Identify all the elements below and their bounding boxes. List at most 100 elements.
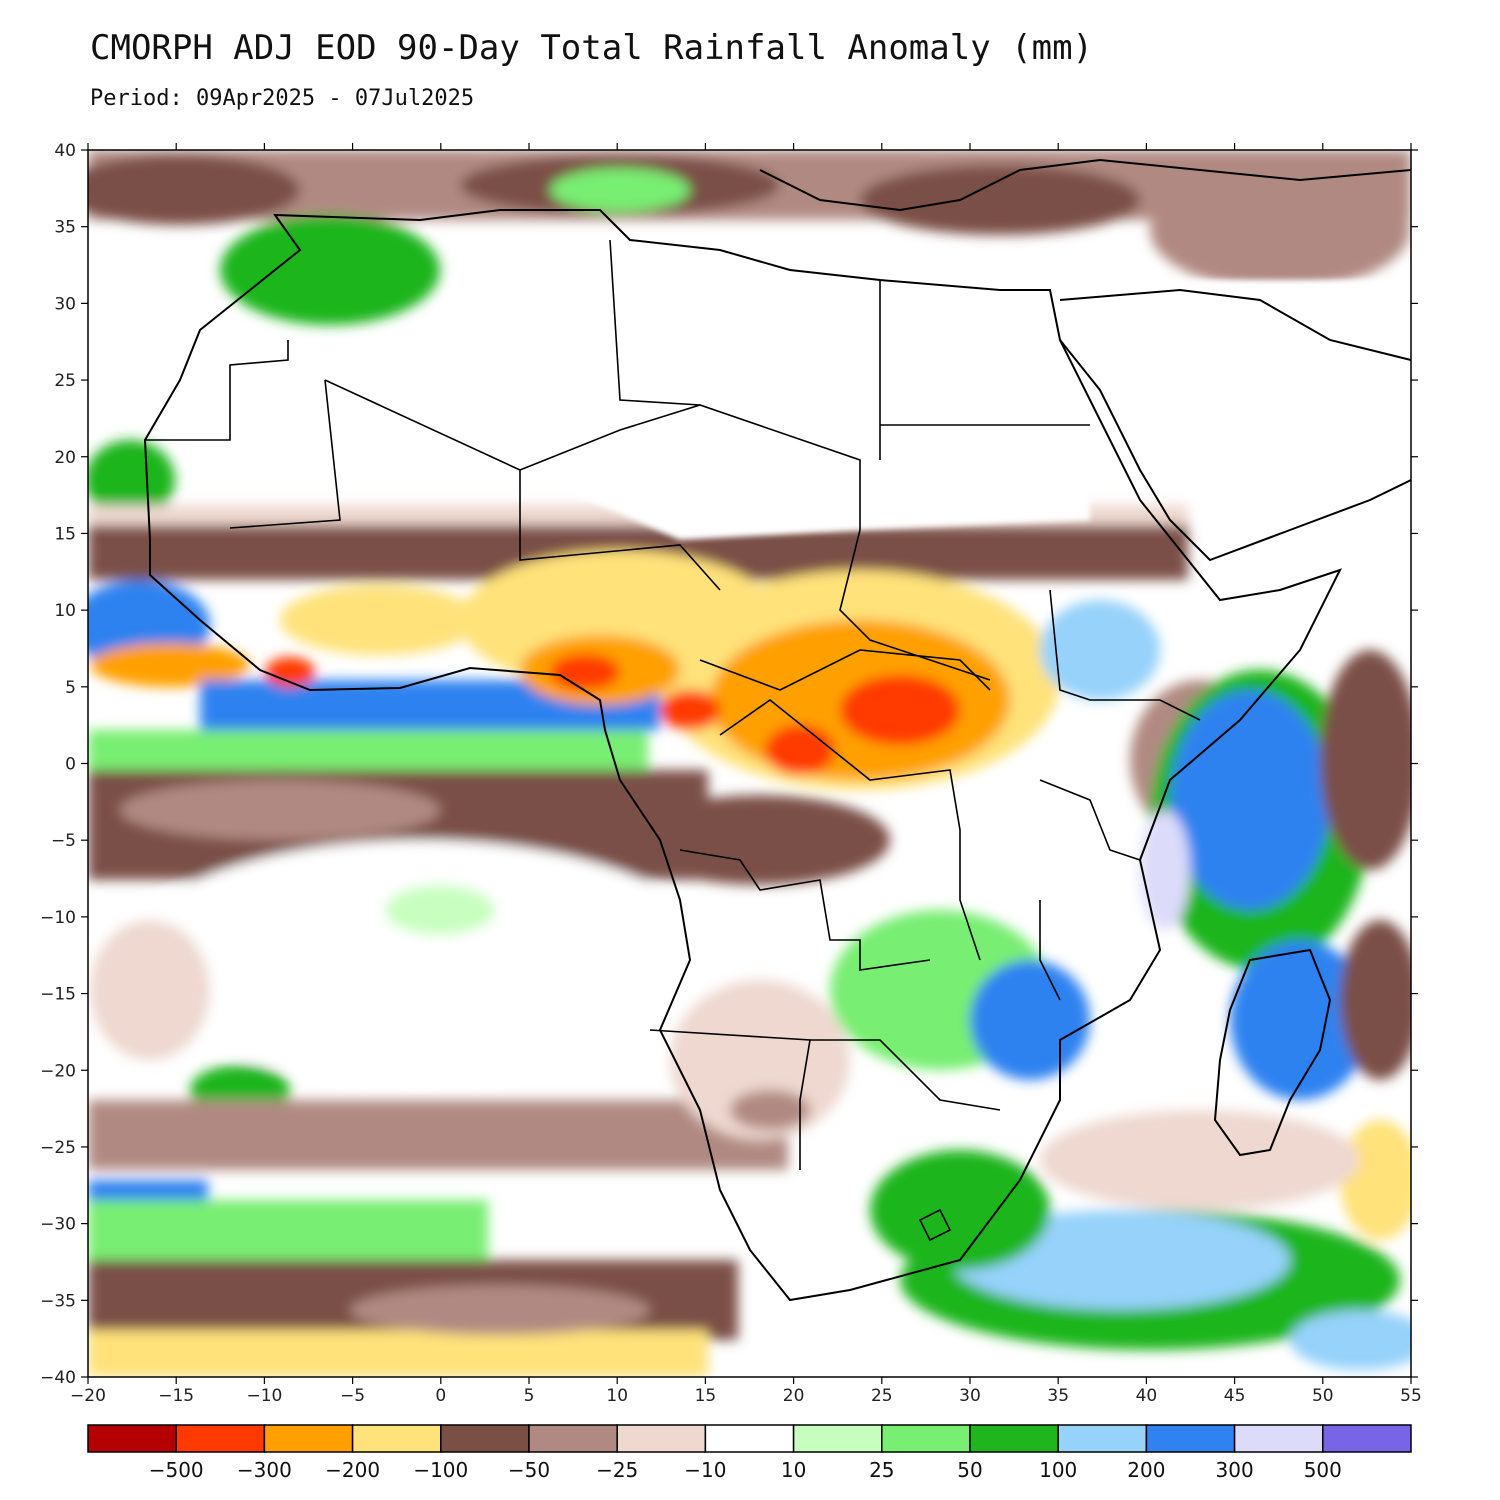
west-saharan-coast-wet	[88, 440, 175, 520]
map-title: CMORPH ADJ EOD 90-Day Total Rainfall Ano…	[90, 28, 1094, 68]
colorbar-swatch	[616, 1424, 707, 1453]
lat-tick-label: 0	[65, 755, 76, 775]
namibia-light	[670, 980, 850, 1140]
colorbar-label: 50	[957, 1458, 982, 1482]
lat-tick-label: 20	[54, 448, 76, 468]
south-africa-green	[870, 1150, 1050, 1270]
lon-tick-label: 5	[524, 1386, 535, 1406]
southern-ocean-yellow	[88, 1330, 708, 1377]
colorbar-swatch	[440, 1424, 530, 1453]
colorbar-swatch	[792, 1424, 883, 1453]
colorbar-label: 10	[781, 1458, 806, 1482]
mozambique-blue	[970, 960, 1090, 1080]
border-lesotho	[918, 1208, 952, 1242]
lat-tick-label: 5	[65, 678, 76, 698]
longitude-axis: −20 −15 −10 −5 0 5 10 15 20 25 30 35 40 45 50 55	[70, 143, 1422, 1406]
north-atlantic-dry	[88, 155, 300, 225]
morocco-wet	[220, 215, 440, 325]
period-subtitle: Period: 09Apr2025 - 07Jul2025	[90, 86, 475, 111]
atlantic-dry-patch	[90, 643, 250, 687]
atlantic-light-dry	[90, 920, 210, 1060]
colorbar-swatch	[1322, 1424, 1412, 1453]
congo-red	[765, 725, 835, 775]
nigeria-red	[550, 654, 620, 690]
lon-tick-label: 55	[1400, 1386, 1422, 1406]
lon-tick-label: 10	[606, 1386, 628, 1406]
latitude-axis: 40 35 30 25 20 15 10 5 0 −5 −10 −15 −20 −25 −30 −35 −40	[40, 141, 1418, 1388]
far-indian-ocean-yellow	[1340, 1120, 1411, 1240]
lon-tick-label: −5	[340, 1386, 365, 1406]
cameroon-red	[660, 690, 720, 730]
colorbar-label: −300	[237, 1458, 292, 1482]
lat-tick-label: 25	[54, 371, 76, 391]
africa-coastline	[143, 209, 1342, 1302]
border-ethiopia	[1049, 589, 1201, 721]
colorbar-label: −50	[508, 1458, 550, 1482]
lat-tick-label: −25	[40, 1138, 76, 1158]
colorbar-label: 500	[1304, 1458, 1342, 1482]
lat-tick-label: −15	[40, 985, 76, 1005]
congo-basin-dry	[630, 795, 890, 885]
colorbar-swatch	[1233, 1424, 1324, 1453]
border-mali-west	[229, 379, 341, 529]
coastlines	[143, 158, 1411, 1302]
southern-ocean-mid	[350, 1285, 650, 1335]
gulf-coastline	[1059, 288, 1411, 361]
car-red	[840, 675, 960, 745]
border-malawi	[1039, 900, 1061, 1001]
lon-tick-label: 20	[783, 1386, 805, 1406]
south-atlantic-neutral	[120, 840, 720, 1080]
lat-tick-label: 30	[54, 294, 76, 314]
colorbar-label: −100	[413, 1458, 468, 1482]
lat-tick-label: −35	[40, 1291, 76, 1311]
lon-tick-label: −20	[70, 1386, 106, 1406]
colorbar-swatch	[175, 1424, 266, 1453]
indian-ocean-blue	[1170, 690, 1330, 910]
madagascar-coastline	[1213, 948, 1332, 1157]
lon-tick-label: 40	[1136, 1386, 1158, 1406]
colorbar-swatch	[87, 1424, 177, 1453]
lon-tick-label: 15	[695, 1386, 717, 1406]
border-angola	[679, 849, 931, 971]
liberia-red	[265, 657, 315, 687]
lon-tick-label: 50	[1312, 1386, 1334, 1406]
border-chad-sudan	[839, 529, 991, 681]
colorbar-label: 300	[1216, 1458, 1254, 1482]
colorbar-label: 100	[1039, 1458, 1077, 1482]
southern-indian-sky	[1290, 1310, 1411, 1370]
colorbar-label: −10	[684, 1458, 726, 1482]
border-mauritania-north	[145, 340, 289, 441]
lon-tick-label: −10	[246, 1386, 282, 1406]
middle-east-anomaly	[1150, 170, 1410, 290]
eastern-med-dry	[860, 165, 1140, 235]
colorbar-label: 25	[869, 1458, 894, 1482]
guinea-green	[88, 730, 648, 770]
colorbar-swatch	[263, 1424, 354, 1453]
south-atlantic-green	[88, 1200, 488, 1260]
colorbar-label: −500	[149, 1458, 204, 1482]
namibia-mid	[730, 1090, 810, 1130]
arabia-coastline	[1059, 339, 1411, 562]
lat-tick-label: 10	[54, 601, 76, 621]
colorbar-swatch	[881, 1424, 971, 1453]
border-car	[699, 649, 991, 691]
colorbar: −500 −300 −200 −100 −50 −25 −10 10 25 50 100 200 300…	[87, 1424, 1412, 1482]
tanzania-coast-lavender	[1140, 810, 1190, 930]
lat-tick-label: −5	[51, 831, 76, 851]
colorbar-swatch	[351, 1424, 442, 1453]
border-botswana	[810, 1039, 1001, 1111]
lat-tick-label: 15	[54, 524, 76, 544]
lon-tick-label: −15	[158, 1386, 194, 1406]
south-atlantic-pale-wet	[385, 885, 495, 935]
equatorial-atlantic-mid	[120, 780, 440, 840]
lon-tick-label: 30	[959, 1386, 981, 1406]
lat-tick-label: 40	[54, 141, 76, 161]
lat-tick-label: −30	[40, 1215, 76, 1235]
colorbar-swatch	[528, 1424, 618, 1453]
indian-ocean-dry	[1320, 650, 1411, 870]
border-libya-west	[609, 239, 701, 406]
lon-tick-label: 45	[1224, 1386, 1246, 1406]
colorbar-label: −200	[325, 1458, 380, 1482]
lon-tick-label: 25	[871, 1386, 893, 1406]
